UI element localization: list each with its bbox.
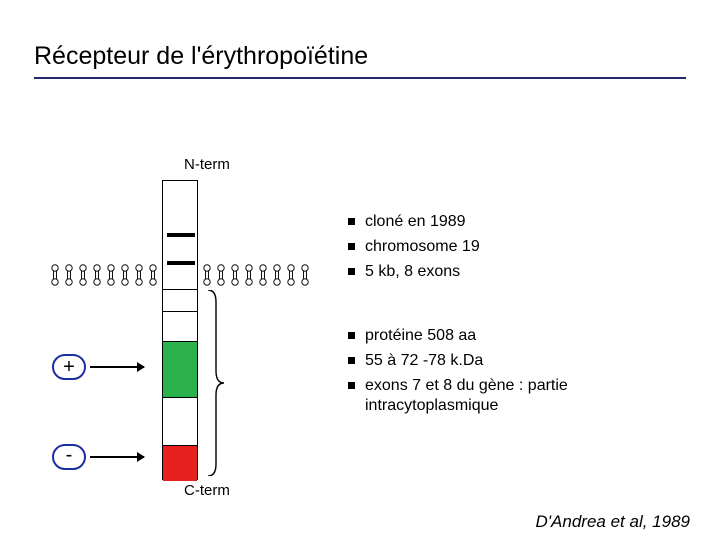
receptor-bar-mark-1 [167, 261, 195, 265]
bullet-icon [348, 382, 355, 389]
bracket-icon [206, 290, 226, 476]
list-item-text: 55 à 72 -78 k.Da [365, 351, 483, 372]
bullet-icon [348, 243, 355, 250]
receptor-seg-cyto-green [163, 341, 197, 397]
title-underline [34, 77, 686, 79]
bullet-icon [348, 268, 355, 275]
list-item: 55 à 72 -78 k.Da [348, 351, 678, 372]
list-item-text: cloné en 1989 [365, 212, 466, 233]
receptor-seg-transmembrane [163, 289, 197, 311]
list-item: chromosome 19 [348, 237, 678, 258]
membrane-right [200, 264, 312, 286]
membrane-left [48, 264, 160, 286]
bullet-list-upper: cloné en 1989 chromosome 19 5 kb, 8 exons [348, 212, 678, 286]
page-title: Récepteur de l'érythropoïétine [34, 42, 686, 77]
citation: D'Andrea et al, 1989 [536, 512, 690, 532]
arrow-plus-icon [90, 366, 144, 368]
receptor-bar-mark-0 [167, 233, 195, 237]
arrow-minus-icon [90, 456, 144, 458]
positive-badge: + [52, 354, 86, 380]
list-item: protéine 508 aa [348, 326, 678, 347]
receptor-seg-cyto-white2 [163, 397, 197, 445]
plus-icon: + [63, 357, 75, 377]
bullet-list-lower: protéine 508 aa 55 à 72 -78 k.Da exons 7 e… [348, 326, 678, 421]
negative-badge: - [52, 444, 86, 470]
c-term-label: C-term [184, 482, 230, 499]
bullet-icon [348, 332, 355, 339]
receptor-seg-cyto-white [163, 311, 197, 341]
list-item-text: 5 kb, 8 exons [365, 262, 460, 283]
receptor-bar [162, 180, 198, 480]
list-item-text: exons 7 et 8 du gène : partie intracytop… [365, 376, 678, 418]
list-item-text: chromosome 19 [365, 237, 480, 258]
minus-icon: - [66, 445, 73, 465]
list-item: 5 kb, 8 exons [348, 262, 678, 283]
bullet-icon [348, 218, 355, 225]
n-term-label: N-term [184, 156, 230, 173]
diagram: N-term + - cloné en 1989 chromosome 19 5 k… [34, 140, 686, 520]
list-item-text: protéine 508 aa [365, 326, 476, 347]
list-item: exons 7 et 8 du gène : partie intracytop… [348, 376, 678, 418]
receptor-seg-cyto-red [163, 445, 197, 481]
bullet-icon [348, 357, 355, 364]
list-item: cloné en 1989 [348, 212, 678, 233]
